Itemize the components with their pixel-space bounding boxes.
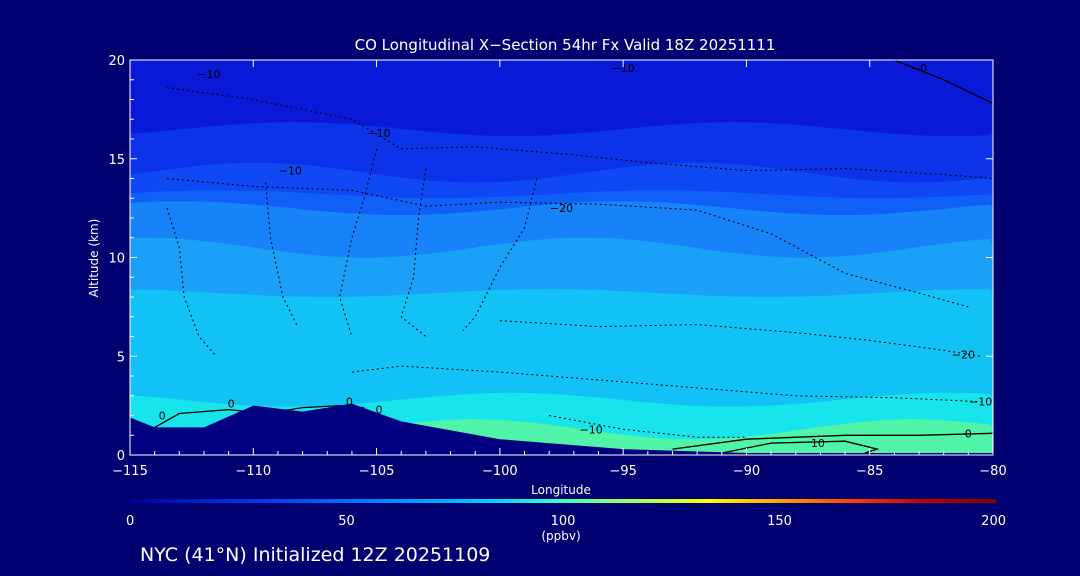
contour-label: 0 <box>965 427 972 440</box>
terrain-mask <box>130 403 993 455</box>
contour-label: −0 <box>911 62 927 75</box>
contour-line <box>672 432 993 450</box>
contour-label: −10 <box>279 165 302 178</box>
contour-label: −20 <box>550 202 573 215</box>
y-tick-label: 0 <box>117 449 125 464</box>
x-tick-label: −80 <box>979 464 1006 479</box>
x-tick-label: −100 <box>482 464 518 479</box>
contour-label: 0 <box>159 410 166 423</box>
contour-line <box>400 168 427 337</box>
contour-line <box>721 440 880 454</box>
y-axis: 0 5 10 15 20 <box>108 54 993 464</box>
x-tick-label: −115 <box>112 464 148 479</box>
terrain <box>130 403 993 455</box>
x-tick-label: −110 <box>235 464 271 479</box>
contour-label: −10 <box>579 423 602 436</box>
concentration-fills <box>130 60 993 455</box>
y-tick-label: 5 <box>117 350 125 365</box>
colorbar-tick-label: 0 <box>126 514 134 529</box>
contour-line <box>351 365 981 403</box>
x-tick-label: −90 <box>733 464 760 479</box>
colorbar-tick-label: 200 <box>981 514 1006 529</box>
x-tick-label: −105 <box>359 464 395 479</box>
footer-location: NYC (41°N) Initialized 12Z 20251109 <box>140 544 490 566</box>
contour-line <box>265 182 299 327</box>
contour-label: 10 <box>811 437 825 450</box>
colorbar-tick-label: 150 <box>767 514 792 529</box>
contour-label: −10 <box>197 68 220 81</box>
contour-line <box>894 60 993 104</box>
contour-label: 0 <box>346 396 353 409</box>
contour-label: −10 <box>367 127 390 140</box>
y-tick-label: 15 <box>108 153 125 168</box>
contour-line <box>499 320 981 357</box>
x-axis-title: Longitude <box>531 483 591 497</box>
contour-label: 0 <box>228 398 235 411</box>
chart-title: CO Longitudinal X−Section 54hr Fx Valid … <box>355 36 776 54</box>
contour-label: −10 <box>969 396 992 409</box>
contour-label: −20 <box>952 348 975 361</box>
plot-area <box>130 60 993 455</box>
y-axis-title: Altitude (km) <box>87 219 101 298</box>
y-tick-label: 20 <box>108 54 125 69</box>
contour-label: 0 <box>376 404 383 417</box>
contour-label: −10 <box>611 62 634 75</box>
colorbar-ticks: 0 50 100 150 200 <box>126 514 1006 529</box>
x-tick-label: −85 <box>856 464 883 479</box>
colorbar-tick-label: 50 <box>338 514 355 529</box>
x-tick-label: −95 <box>609 464 636 479</box>
contour-labels: −10 −10 −0 −10 −10 −20 −20 −10 0 0 0 0 −10 0 10 <box>159 62 993 450</box>
y-tick-label: 10 <box>108 252 125 267</box>
colorbar-strip <box>130 499 996 503</box>
x-axis: −115 −110 −105 −100 −95 −90 −85 −80 <box>112 60 1007 479</box>
colorbar-unit: (ppbv) <box>541 529 580 543</box>
contour-line <box>339 148 378 337</box>
colorbar-tick-label: 100 <box>551 514 576 529</box>
colorbar: 0 50 100 150 200 (ppbv) <box>126 499 1006 543</box>
contour-line <box>166 207 217 357</box>
